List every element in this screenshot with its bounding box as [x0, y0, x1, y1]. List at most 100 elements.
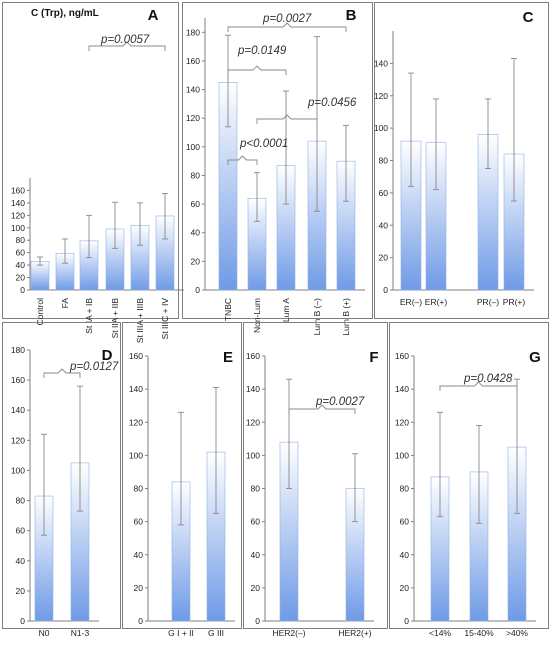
y-tick-label: 180	[186, 27, 200, 37]
y-tick-label: 100	[395, 450, 409, 460]
category-label: 15-40%	[464, 628, 494, 638]
y-tick-label: 0	[404, 616, 409, 626]
panel-frame	[182, 2, 373, 319]
y-tick-label: 80	[191, 170, 201, 180]
category-label: St IA + IB	[84, 298, 94, 334]
category-label: >40%	[506, 628, 528, 638]
y-tick-label: 0	[20, 285, 25, 295]
category-label: PR(–)	[477, 297, 499, 307]
panel-frame	[2, 2, 179, 319]
y-tick-label: 140	[246, 384, 260, 394]
category-label: ER(+)	[425, 297, 448, 307]
y-tick-label: 0	[138, 616, 143, 626]
y-tick-label: 140	[129, 384, 143, 394]
y-tick-label: 140	[374, 58, 388, 68]
category-label: St IIIC + IV	[160, 298, 170, 340]
y-axis-label: C (Trp), ng/mL	[31, 8, 99, 19]
y-tick-label: 120	[129, 417, 143, 427]
y-tick-label: 20	[16, 273, 26, 283]
y-tick-label: 160	[246, 351, 260, 361]
panel-f: 0 20 40 60 80 100 120 140 160 HER2(–) HER2(+) p=0.0…	[243, 322, 388, 638]
panel-letter: F	[369, 349, 378, 366]
y-tick-label: 20	[191, 256, 201, 266]
y-tick-label: 40	[379, 220, 389, 230]
panel-letter: A	[148, 7, 159, 24]
y-tick-label: 100	[11, 223, 25, 233]
y-tick-label: 160	[129, 351, 143, 361]
category-label: N0	[39, 628, 50, 638]
y-tick-label: 160	[186, 56, 200, 66]
y-tick-label: 0	[383, 285, 388, 295]
y-tick-label: 120	[395, 417, 409, 427]
p-value-label: p=0.0428	[463, 373, 513, 385]
y-tick-label: 40	[134, 550, 144, 560]
category-label: St IIA + IIB	[110, 298, 120, 339]
y-tick-label: 140	[11, 405, 25, 415]
panel-frame	[243, 322, 388, 629]
y-tick-label: 140	[11, 198, 25, 208]
category-label: HER2(+)	[338, 628, 371, 638]
y-tick-label: 100	[374, 123, 388, 133]
panel-frame	[389, 322, 549, 629]
significance-bracket	[227, 65, 287, 75]
category-label: <14%	[429, 628, 451, 638]
panel-a: 0 20 40 60 80 100 120 140 160 Control FA St IA + IB…	[2, 2, 184, 343]
panel-c: 0 20 40 60 80 100 120 140 ER(–) ER(+) PR(–) PR(+) C	[374, 2, 549, 319]
y-tick-label: 0	[255, 616, 260, 626]
y-tick-label: 160	[11, 375, 25, 385]
y-tick-label: 40	[191, 228, 201, 238]
p-value-label: p=0.0127	[69, 361, 119, 373]
y-tick-label: 180	[11, 345, 25, 355]
p-value-label: p=0.0027	[315, 396, 365, 408]
significance-bracket	[288, 404, 356, 414]
y-tick-label: 100	[246, 450, 260, 460]
panel-b: 0 20 40 60 80 100 120 140 160 180 TNBC Non-Lum Lum A…	[182, 2, 373, 336]
y-tick-label: 60	[379, 188, 389, 198]
category-label: G III	[208, 628, 224, 638]
category-label: St IIIA + IIIB	[135, 298, 145, 343]
y-tick-label: 0	[195, 285, 200, 295]
y-tick-label: 40	[251, 550, 261, 560]
p-value-label: p=0.0456	[307, 97, 357, 109]
category-label: FA	[60, 298, 70, 309]
category-label: Lum B (–)	[312, 298, 322, 335]
panel-g: 0 20 40 60 80 100 120 140 160 <14% 15-40% >40% p=0.0…	[389, 322, 549, 638]
y-tick-label: 120	[11, 435, 25, 445]
y-tick-label: 20	[400, 583, 410, 593]
y-tick-label: 60	[16, 526, 26, 536]
y-tick-label: 120	[246, 417, 260, 427]
y-tick-label: 20	[16, 586, 26, 596]
category-label: PR(+)	[503, 297, 526, 307]
p-value-label: p=0.0057	[100, 34, 150, 46]
y-tick-label: 80	[16, 496, 26, 506]
y-tick-label: 80	[16, 235, 26, 245]
y-tick-label: 100	[11, 465, 25, 475]
panel-letter: E	[223, 349, 233, 366]
category-label: Lum B (+)	[341, 298, 351, 336]
p-value-label: p=0.0027	[262, 13, 312, 25]
y-tick-label: 40	[16, 260, 26, 270]
y-tick-label: 60	[16, 248, 26, 258]
y-tick-label: 120	[11, 210, 25, 220]
y-tick-label: 40	[16, 556, 26, 566]
y-tick-label: 60	[400, 517, 410, 527]
y-tick-label: 20	[134, 583, 144, 593]
y-tick-label: 140	[186, 85, 200, 95]
panel-letter: C	[523, 9, 534, 26]
p-value-label: p=0.0149	[237, 45, 287, 57]
y-tick-label: 80	[379, 156, 389, 166]
y-tick-label: 60	[134, 517, 144, 527]
p-value-label: p<0.0001	[239, 138, 288, 150]
panel-e: 0 20 40 60 80 100 120 140 160 G I + II G III E	[122, 322, 242, 638]
y-tick-label: 80	[400, 484, 410, 494]
y-tick-label: 80	[134, 484, 144, 494]
category-label: N1-3	[71, 628, 90, 638]
significance-bracket	[439, 381, 518, 391]
y-tick-label: 120	[374, 91, 388, 101]
category-label: HER2(–)	[272, 628, 305, 638]
category-label: Lum A	[281, 298, 291, 322]
y-tick-label: 100	[186, 142, 200, 152]
y-tick-label: 60	[191, 199, 201, 209]
